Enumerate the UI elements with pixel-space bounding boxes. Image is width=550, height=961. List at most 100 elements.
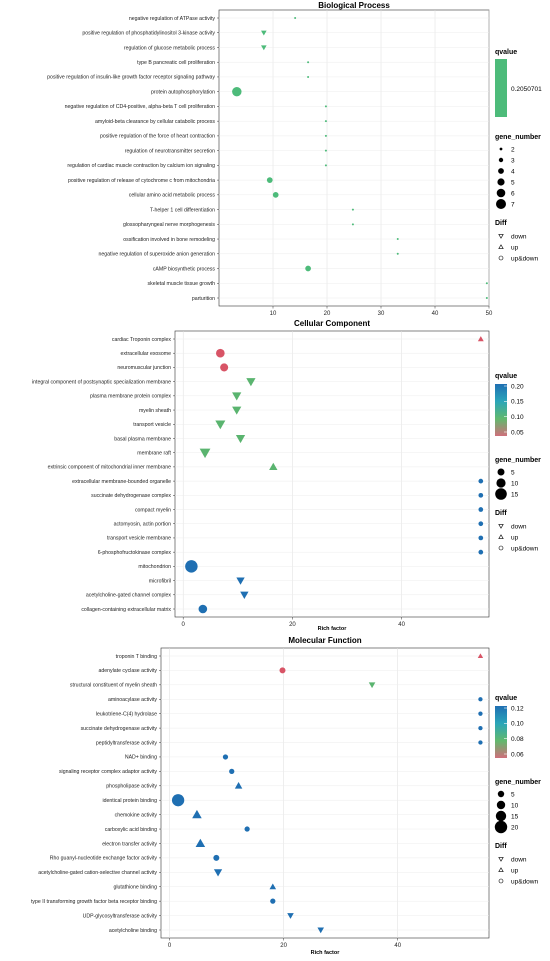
data-point	[324, 164, 327, 167]
term-label: succinate dehydrogenase activity	[81, 726, 158, 732]
term-label: plasma membrane protein complex	[90, 394, 171, 400]
colorbar	[495, 384, 507, 436]
legend-title: gene_number	[495, 134, 541, 141]
term-label: positive regulation of the force of hear…	[100, 134, 215, 140]
shape-key-updown	[498, 255, 504, 261]
data-point	[229, 768, 235, 774]
x-axis-label: Rich factor	[311, 950, 341, 956]
data-point	[396, 238, 399, 241]
term-label: 6-phosphofructokinase complex	[98, 550, 172, 556]
term-label: cellular amino acid metabolic process	[129, 193, 216, 199]
shape-key-label: down	[511, 233, 527, 240]
size-key-label: 3	[511, 157, 515, 164]
term-label: regulation of cardiac muscle contraction…	[67, 163, 215, 169]
data-point	[478, 740, 483, 745]
term-label: mitochondrion	[138, 564, 171, 570]
data-point	[232, 392, 242, 401]
x-tick-label: 40	[432, 311, 439, 317]
data-point	[317, 927, 325, 934]
term-label: basal plasma membrane	[114, 436, 171, 442]
data-point	[244, 826, 250, 832]
data-point	[222, 754, 229, 760]
data-point	[307, 75, 310, 78]
size-key-label: 10	[511, 802, 519, 809]
data-point	[199, 448, 211, 459]
x-tick-label: 30	[378, 311, 385, 317]
data-point	[240, 591, 249, 599]
data-point	[478, 478, 484, 484]
data-point	[246, 378, 256, 387]
x-tick-label: 0	[182, 622, 186, 628]
panel-2: Molecular Function 0 20 40 troponin T bindin…	[31, 636, 541, 956]
term-label: acetylcholine-gated channel complex	[86, 593, 171, 599]
size-key	[497, 468, 505, 476]
x-tick-label: 40	[394, 943, 401, 949]
term-label: negative regulation of superoxide anion …	[98, 252, 215, 258]
size-key	[499, 147, 503, 151]
term-label: leukotriene-C(4) hydrolase	[96, 711, 157, 717]
shape-key-down	[498, 524, 504, 529]
term-label: transport vesicle membrane	[107, 536, 171, 542]
data-point	[478, 507, 484, 512]
data-point	[478, 725, 483, 731]
data-point	[294, 17, 297, 19]
shape-key-up	[498, 867, 504, 872]
size-key	[495, 488, 507, 500]
shape-key-up	[498, 244, 504, 249]
colorbar-label: 0.12	[511, 705, 524, 712]
legend-title: gene_number	[495, 457, 541, 464]
size-key-label: 4	[511, 168, 515, 175]
size-key	[496, 800, 506, 810]
size-key	[496, 188, 506, 198]
data-point	[192, 809, 202, 819]
data-point	[232, 406, 242, 415]
term-label: troponin T binding	[116, 654, 157, 660]
legend-title: qvalue	[495, 695, 517, 702]
data-point	[235, 435, 246, 444]
term-label: positive regulation of phosphatidylinosi…	[82, 31, 215, 37]
colorbar-label: 0.10	[511, 721, 524, 728]
size-key	[498, 157, 504, 163]
x-tick-label: 40	[398, 622, 405, 628]
data-point	[272, 191, 279, 198]
data-point	[171, 794, 185, 807]
term-label: regulation of neurotransmitter secretion	[125, 148, 215, 154]
shape-key-label: up&down	[511, 878, 538, 885]
data-point	[307, 61, 310, 64]
legend-title: Diff	[495, 220, 507, 227]
term-label: glossopharyngeal nerve morphogenesis	[123, 222, 215, 228]
data-point	[261, 45, 267, 51]
size-key-label: 15	[511, 491, 519, 498]
term-label: identical protein binding	[102, 798, 157, 804]
data-point	[220, 363, 229, 372]
size-key-label: 2	[511, 146, 515, 153]
x-tick-label: 20	[280, 943, 287, 949]
term-label: transport vesicle	[133, 422, 171, 428]
data-point	[185, 560, 198, 573]
colorbar	[495, 706, 507, 758]
data-point	[232, 86, 242, 97]
size-key-label: 5	[511, 469, 515, 476]
data-point	[478, 697, 483, 702]
shape-key-down	[498, 234, 504, 239]
data-point	[269, 462, 278, 471]
shape-key-label: down	[511, 523, 527, 530]
plot-frame	[160, 647, 490, 939]
data-point	[216, 348, 225, 358]
data-point	[478, 711, 483, 716]
term-label: compact myelin	[135, 507, 171, 513]
term-label: aminoacylase activity	[108, 697, 157, 703]
legend-title: Diff	[495, 843, 507, 850]
panel-title: Molecular Function	[288, 636, 361, 645]
data-point	[324, 105, 327, 108]
term-label: signaling receptor complex adaptor activ…	[59, 769, 157, 775]
size-key	[494, 820, 508, 834]
term-label: parturition	[192, 296, 215, 302]
term-label: extracellular exosome	[121, 351, 172, 357]
data-point	[195, 838, 206, 848]
data-point	[287, 913, 294, 919]
legend-title: qvalue	[495, 373, 517, 380]
data-point	[478, 521, 484, 527]
term-label: type II transforming growth factor beta …	[31, 899, 157, 905]
colorbar-label: 0.10	[511, 414, 524, 421]
